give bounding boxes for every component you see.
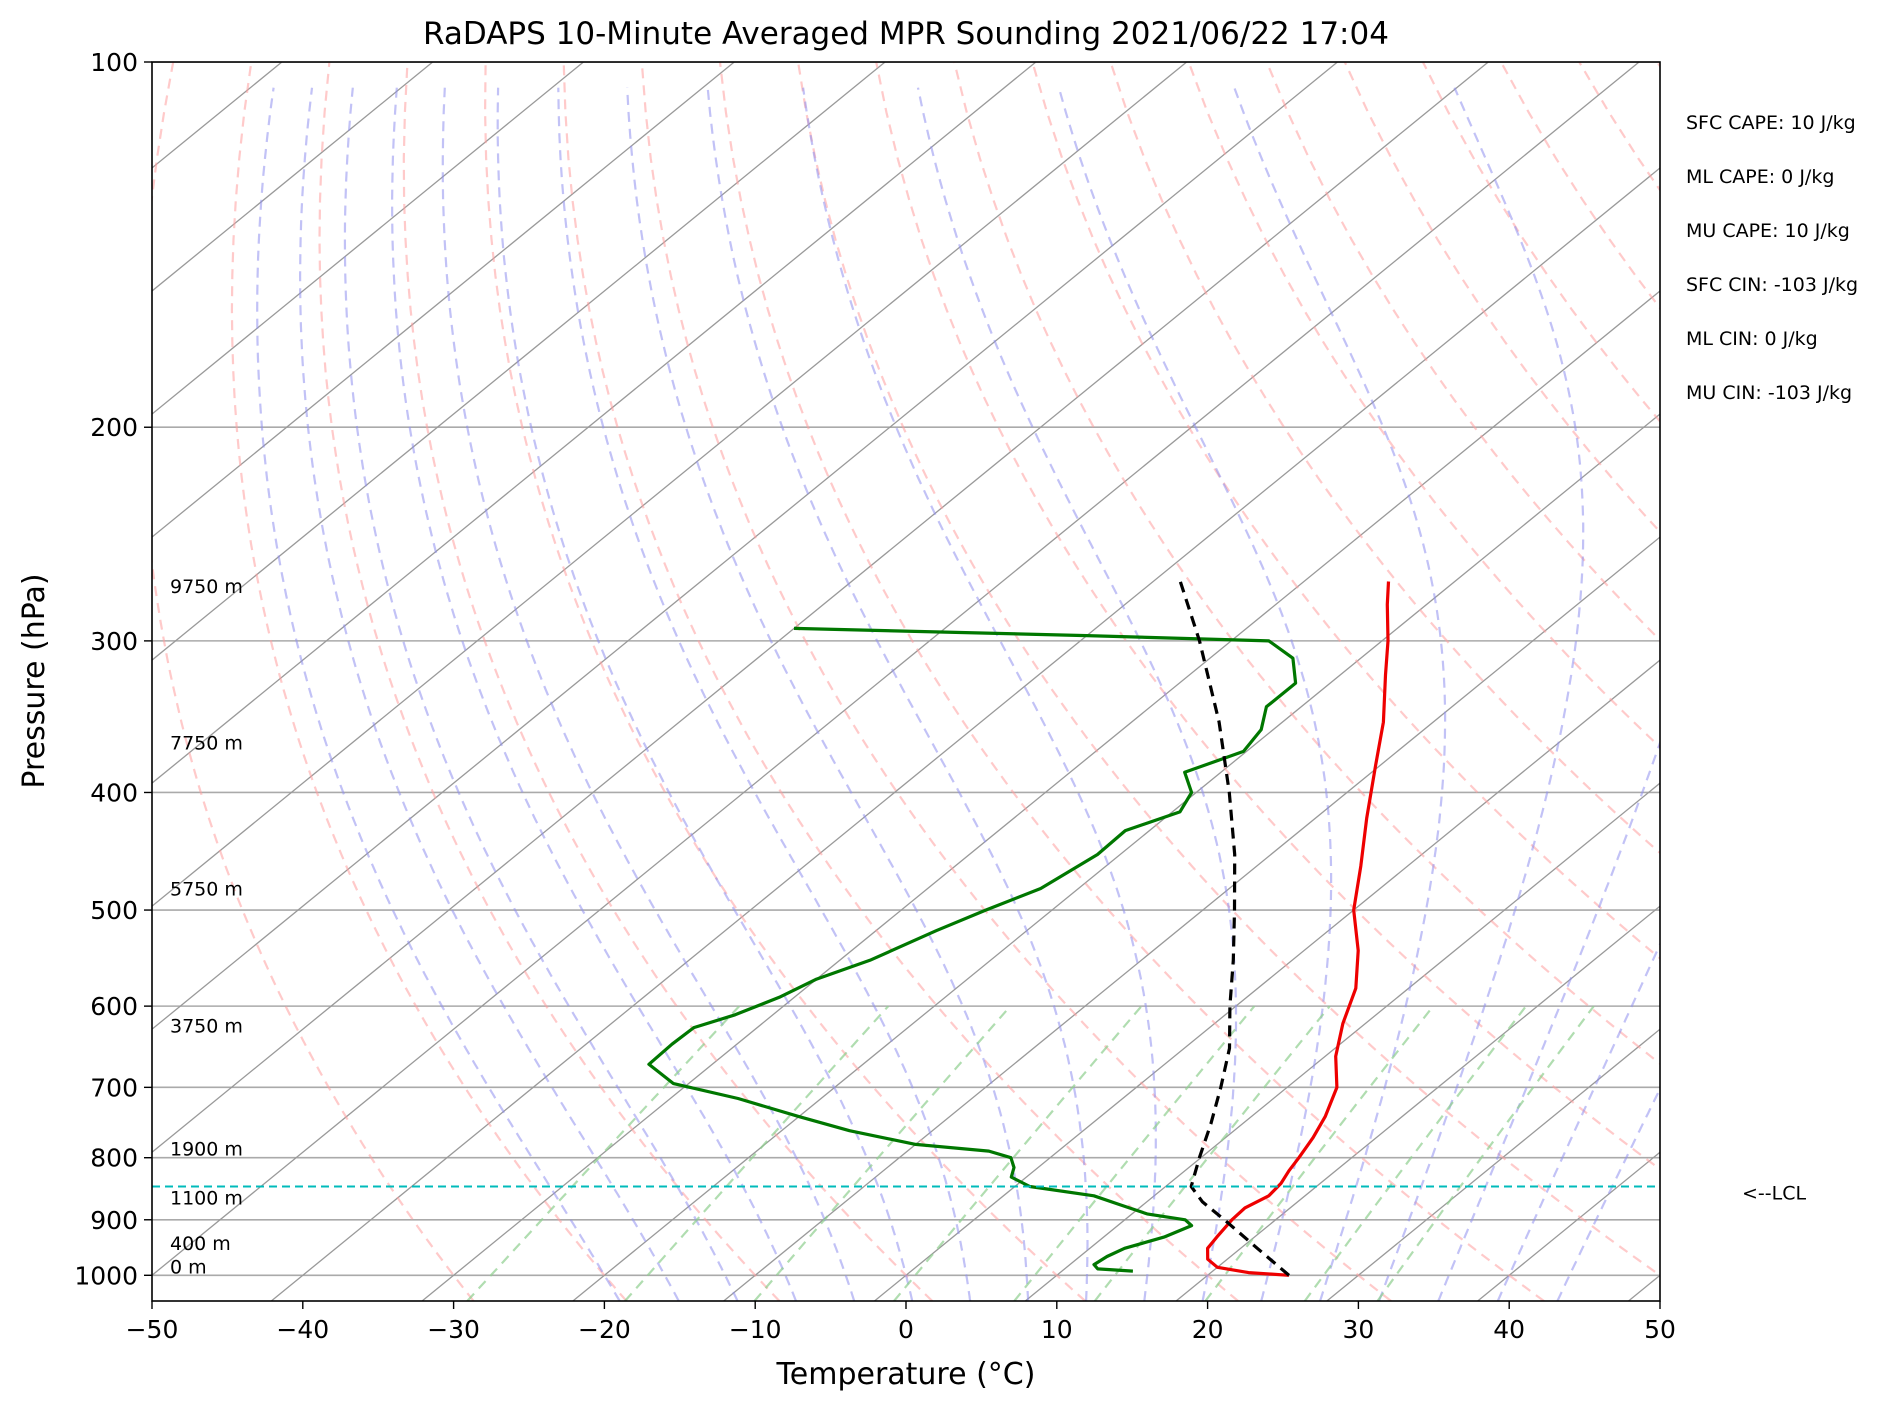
dry-adiabat [720,62,1544,1301]
moist-adiabat [392,88,796,1301]
height-label: 0 m [170,1256,207,1278]
moist-adiabat [918,88,1236,1301]
height-label: 1900 m [170,1139,243,1161]
dry-adiabat [1345,62,1899,1301]
isotherm-line [0,62,1187,1301]
x-tick-label: 50 [1644,1315,1676,1344]
stat-label: ML CAPE: 0 J/kg [1686,166,1834,188]
dry-adiabat [1657,62,1899,1301]
mixing-ratio-line [1205,1006,1433,1301]
isotherm-line [1327,62,1899,1301]
y-tick-label: 800 [90,1144,138,1173]
y-tick-label: 500 [90,896,138,925]
dry-adiabat [1814,62,1899,1301]
mixing-ratio-line [755,1006,1011,1301]
stat-label: MU CIN: -103 J/kg [1686,382,1852,404]
x-tick-label: 20 [1192,1315,1224,1344]
dry-adiabat [1032,62,1899,1301]
stat-label: SFC CAPE: 10 J/kg [1686,112,1856,134]
dry-adiabat [1735,62,1899,1301]
x-tick-label: 0 [898,1315,914,1344]
height-label: 9750 m [170,576,243,598]
x-tick-label: 10 [1041,1315,1073,1344]
height-label: 5750 m [170,878,243,900]
isotherm-line [573,62,1899,1301]
x-tick-label: −40 [276,1315,329,1344]
dry-adiabat [564,62,1238,1301]
isotherm-line [1176,62,1899,1301]
dry-adiabat [1892,62,1899,1301]
dry-adiabat [642,62,1391,1301]
dry-adiabat [1111,62,1899,1301]
isotherm-line [0,62,1337,1301]
y-tick-label: 100 [90,48,138,77]
moist-adiabat [803,88,1156,1301]
moist-adiabat [708,88,1088,1301]
x-tick-label: −30 [427,1315,480,1344]
dry-adiabat [485,62,1085,1301]
dewpoint-profile [649,628,1296,1271]
y-tick-label: 400 [90,778,138,807]
dry-adiabat [1423,62,1899,1301]
moist-adiabat [300,88,679,1301]
lcl-label: <--LCL [1742,1183,1806,1205]
dry-adiabat [232,62,627,1301]
dry-adiabat [876,62,1850,1301]
isotherm-line [1478,62,1899,1301]
isotherm-line [271,62,1790,1301]
x-tick-label: −20 [578,1315,631,1344]
height-label: 3750 m [170,1015,243,1037]
height-label: 1100 m [170,1188,243,1210]
stat-label: SFC CIN: -103 J/kg [1686,274,1858,296]
y-axis-label: Pressure (hPa) [17,573,52,788]
moist-adiabat [345,88,738,1301]
isotherm-line [120,62,1639,1301]
y-tick-label: 1000 [74,1261,138,1290]
x-tick-label: −50 [126,1315,179,1344]
dry-adiabat [404,62,933,1301]
moist-adiabat [1498,88,1899,1301]
isotherm-line [1025,62,1899,1301]
dry-adiabat [1579,62,1899,1301]
moist-adiabat [257,88,620,1301]
mixing-ratio-line [1014,1006,1254,1301]
isotherm-line [0,62,1488,1301]
x-tick-label: −10 [729,1315,782,1344]
moist-adiabat [1234,88,1445,1301]
isotherm-line [0,62,583,1301]
isotherm-line [0,62,734,1301]
parcel-profile [1180,582,1289,1276]
plot-frame [152,62,1660,1301]
y-tick-label: 300 [90,627,138,656]
y-tick-label: 600 [90,992,138,1021]
dry-adiabat [320,62,780,1301]
stat-label: MU CAPE: 10 J/kg [1686,220,1850,242]
stat-label: ML CIN: 0 J/kg [1686,328,1818,350]
mixing-ratio-line [1095,1006,1330,1301]
dry-adiabat [141,62,474,1301]
y-tick-label: 900 [90,1206,138,1235]
x-tick-label: 40 [1493,1315,1525,1344]
x-tick-label: 30 [1342,1315,1374,1344]
chart-title: RaDAPS 10-Minute Averaged MPR Sounding 2… [423,16,1389,52]
y-tick-label: 200 [90,413,138,442]
moist-adiabat [1059,88,1331,1301]
moist-adiabat [1379,88,1583,1301]
height-label: 400 m [170,1233,231,1255]
isotherm-line [1628,62,1899,1301]
isotherm-line [0,62,433,1301]
height-label: 7750 m [170,732,243,754]
x-axis-label: Temperature (°C) [776,1357,1036,1392]
dry-adiabat [1501,62,1899,1301]
y-tick-label: 700 [90,1073,138,1102]
moist-adiabat [1557,88,1899,1301]
